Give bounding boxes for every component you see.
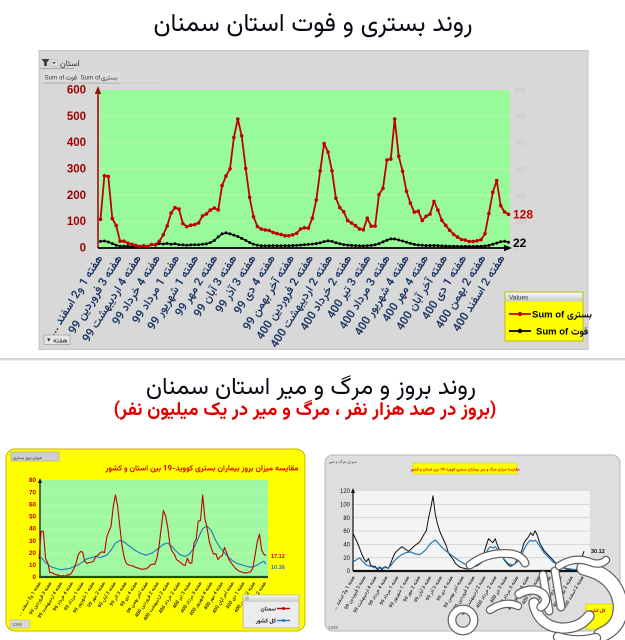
svg-text:40: 40 xyxy=(343,543,350,549)
svg-text:600: 600 xyxy=(515,88,526,95)
svg-text:300: 300 xyxy=(515,167,526,174)
svg-text:Sum of: Sum of xyxy=(45,75,65,82)
svg-text:400: 400 xyxy=(515,140,526,147)
svg-text:Sum of: Sum of xyxy=(532,310,565,321)
svg-text:128: 128 xyxy=(513,207,533,221)
svg-text:100: 100 xyxy=(67,216,86,228)
svg-text:20: 20 xyxy=(29,550,37,557)
svg-text:50: 50 xyxy=(29,514,37,521)
svg-text:400: 400 xyxy=(67,137,86,149)
svg-text:Sum of: Sum of xyxy=(536,327,569,338)
svg-text:80: 80 xyxy=(343,516,350,522)
svg-text:600: 600 xyxy=(67,85,86,97)
svg-text:0: 0 xyxy=(32,574,36,581)
svg-text:10.36: 10.36 xyxy=(271,565,285,571)
svg-text:120: 120 xyxy=(340,489,351,495)
svg-text:22: 22 xyxy=(513,236,527,250)
svg-text:100: 100 xyxy=(515,219,526,226)
svg-text:0: 0 xyxy=(347,569,351,575)
svg-text:200: 200 xyxy=(67,190,86,202)
svg-text:60: 60 xyxy=(343,529,350,535)
svg-text:1398: 1398 xyxy=(12,622,23,627)
svg-text:20: 20 xyxy=(343,556,350,562)
svg-text:500: 500 xyxy=(67,111,86,123)
svg-text:30: 30 xyxy=(29,538,37,545)
svg-text:80: 80 xyxy=(29,477,37,484)
svg-text:60: 60 xyxy=(29,501,37,508)
svg-text:500: 500 xyxy=(515,114,526,121)
svg-text:30.12: 30.12 xyxy=(591,549,605,555)
svg-text:300: 300 xyxy=(67,164,86,176)
svg-text:100: 100 xyxy=(340,503,351,509)
svg-text:17.12: 17.12 xyxy=(271,554,285,560)
svg-text:0: 0 xyxy=(515,246,519,253)
svg-text:10: 10 xyxy=(29,562,37,569)
svg-text:200: 200 xyxy=(515,193,526,200)
svg-text:Sum of: Sum of xyxy=(81,75,101,82)
svg-text:Values: Values xyxy=(509,295,529,302)
svg-text:1398: 1398 xyxy=(328,625,339,630)
svg-text:0: 0 xyxy=(80,243,86,255)
svg-text:40: 40 xyxy=(29,526,37,533)
svg-text:70: 70 xyxy=(29,489,37,496)
